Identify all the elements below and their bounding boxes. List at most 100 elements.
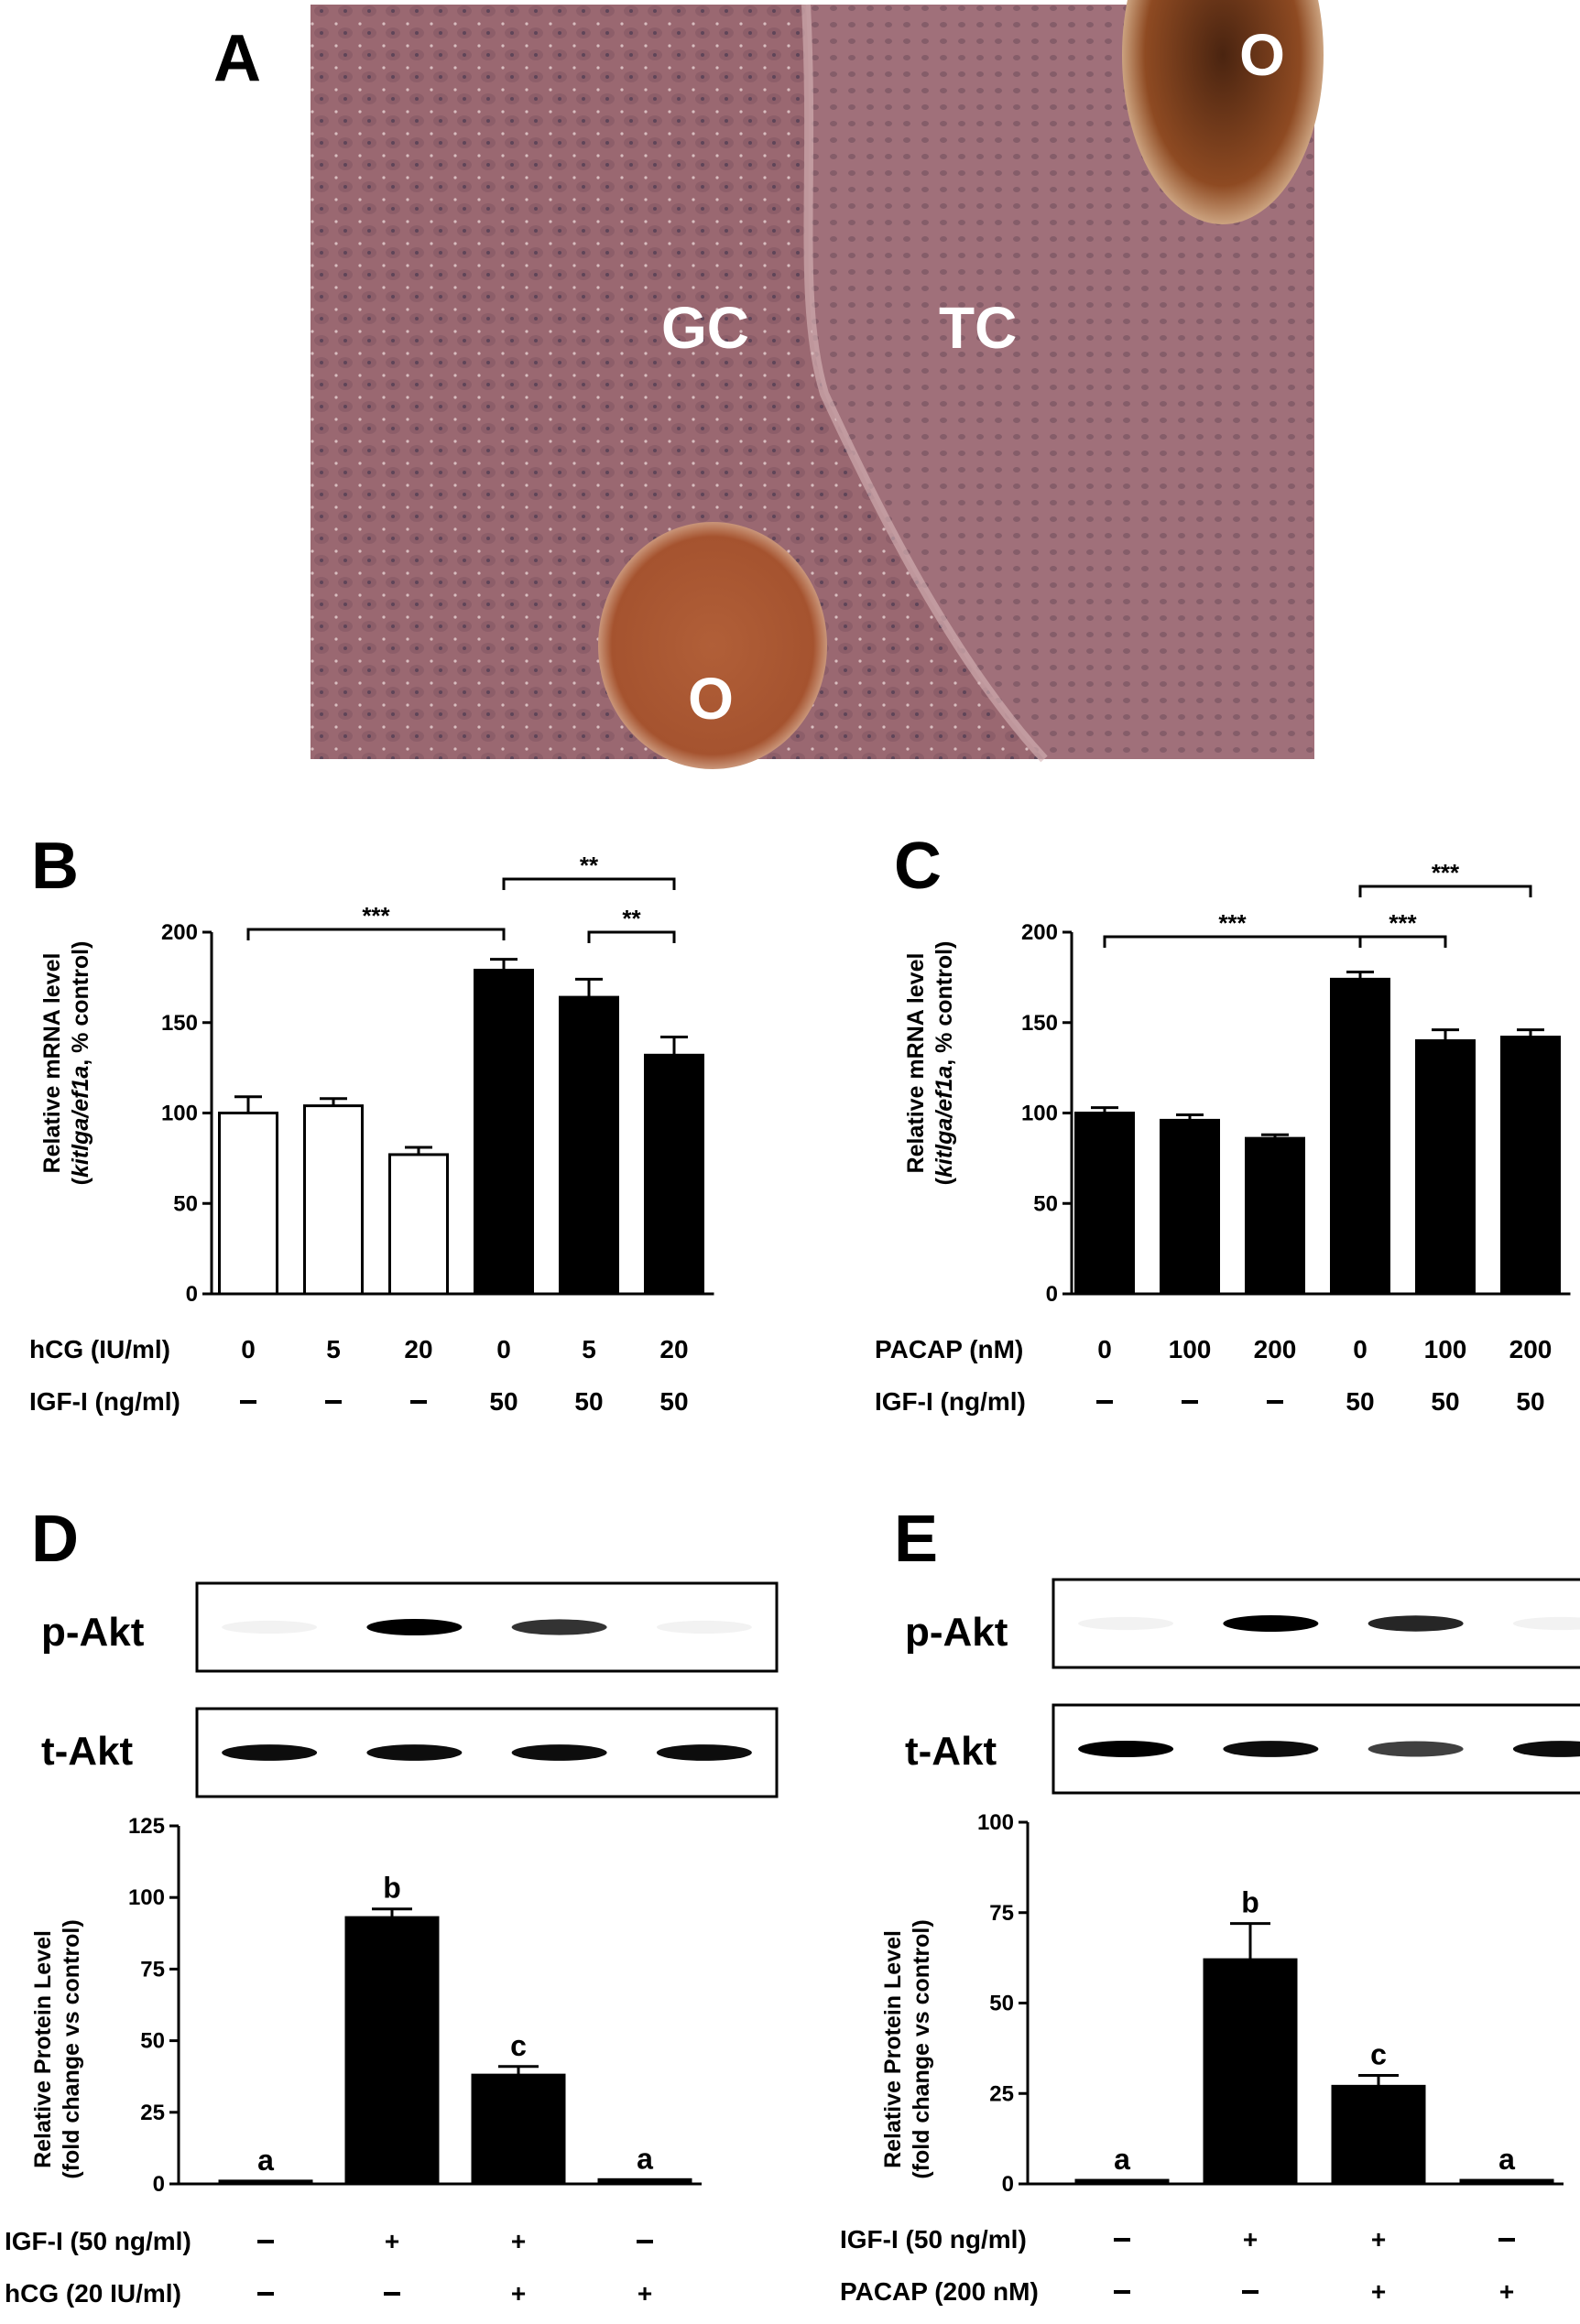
- micrograph-boundary: [801, 4, 1048, 763]
- significance-bracket: [587, 930, 676, 943]
- bar: [1330, 977, 1390, 1296]
- blot-e-label-takt: t-Akt: [905, 1729, 997, 1774]
- blot-d-label-takt: t-Akt: [41, 1729, 134, 1774]
- y-tick-label: 100: [1021, 1102, 1058, 1126]
- bar: [597, 2177, 692, 2186]
- condition-value: +: [385, 2227, 399, 2255]
- condition-value: +: [511, 2279, 526, 2308]
- condition-minus: [410, 1400, 427, 1404]
- significance-bracket: [502, 877, 676, 890]
- chart-d: Relative Protein Level (fold change vs c…: [5, 1814, 702, 2308]
- pakt-band: [1368, 1615, 1464, 1632]
- condition-value: +: [1371, 2277, 1386, 2306]
- takt-band: [656, 1744, 752, 1761]
- takt-band: [1078, 1741, 1174, 1757]
- condition-value: 0: [1097, 1335, 1112, 1363]
- significance-letter: a: [257, 2144, 274, 2177]
- chart-d-ylabel-line2: (fold change vs control): [59, 1919, 84, 2178]
- y-tick-label: 200: [1021, 920, 1058, 945]
- condition-minus: [1114, 2290, 1130, 2294]
- bar: [1331, 2084, 1426, 2186]
- condition-value: 50: [659, 1387, 688, 1416]
- chart-e: Relative Protein Level (fold change vs c…: [840, 1810, 1564, 2306]
- chart-b-ylabel-line1: Relative mRNA level: [39, 953, 65, 1174]
- chart-b-ylabel-line2: (kitlga/ef1a, % control): [68, 941, 93, 1186]
- condition-minus: [257, 2292, 274, 2296]
- condition-row-label: hCG (IU/ml): [29, 1335, 170, 1363]
- y-tick-label: 0: [1046, 1282, 1058, 1307]
- pakt-band: [1078, 1616, 1174, 1631]
- condition-minus: [1242, 2290, 1259, 2294]
- y-tick-label: 50: [140, 2029, 165, 2054]
- y-tick-label: 25: [989, 2081, 1014, 2106]
- panel-letter-d: D: [31, 1503, 79, 1576]
- significance-stars: **: [580, 852, 599, 879]
- takt-band: [511, 1744, 607, 1761]
- condition-minus: [1114, 2238, 1130, 2242]
- chart-c-ylabel-line1: Relative mRNA level: [903, 953, 929, 1174]
- condition-row-label: IGF-I (ng/ml): [875, 1387, 1026, 1416]
- y-tick-label: 50: [173, 1191, 198, 1216]
- y-tick-label: 100: [128, 1885, 165, 1910]
- condition-minus: [1498, 2238, 1515, 2242]
- condition-row-label: PACAP (nM): [875, 1335, 1023, 1363]
- chart-d-ylabel-line1: Relative Protein Level: [30, 1930, 56, 2168]
- bar: [218, 1112, 278, 1296]
- takt-band: [1223, 1741, 1319, 1757]
- takt-band: [222, 1744, 318, 1761]
- condition-value: 50: [574, 1387, 603, 1416]
- bar: [1459, 2178, 1554, 2186]
- chart-c-ylabel-line2: (kitlga/ef1a, % control): [932, 941, 957, 1186]
- y-tick-label: 100: [977, 1810, 1014, 1835]
- bar: [559, 995, 619, 1296]
- condition-minus: [384, 2292, 400, 2296]
- condition-minus: [240, 1400, 256, 1404]
- y-tick-label: 150: [1021, 1011, 1058, 1036]
- condition-row-label: IGF-I (ng/ml): [29, 1387, 180, 1416]
- condition-value: 20: [659, 1335, 688, 1363]
- significance-letter: a: [1114, 2143, 1130, 2176]
- significance-stars: ***: [362, 902, 390, 929]
- chart-e-ylabel-line1: Relative Protein Level: [880, 1930, 906, 2168]
- blot-e-pakt-frame: [1052, 1578, 1580, 1669]
- panel-letter-a: A: [213, 22, 261, 95]
- micrograph-label-tc: TC: [939, 295, 1017, 361]
- takt-band: [1512, 1741, 1580, 1757]
- condition-value: 50: [1346, 1387, 1374, 1416]
- condition-value: 0: [1353, 1335, 1368, 1363]
- significance-stars: **: [622, 905, 641, 932]
- significance-bracket: [1358, 885, 1532, 897]
- blot-d-pakt-frame: [195, 1581, 779, 1673]
- significance-letter: a: [637, 2142, 653, 2175]
- y-tick-label: 75: [140, 1957, 165, 1982]
- condition-minus: [325, 1400, 342, 1404]
- chart-e-ylabel-line2: (fold change vs control): [909, 1919, 934, 2178]
- micrograph-label-o-top: O: [1239, 22, 1285, 88]
- condition-minus: [1096, 1400, 1113, 1404]
- condition-value: 100: [1169, 1335, 1212, 1363]
- significance-stars: ***: [1218, 909, 1247, 937]
- takt-band: [1368, 1741, 1464, 1757]
- chart-b: Relative mRNA level (kitlga/ef1a, % cont…: [29, 852, 714, 1416]
- y-tick-label: 50: [989, 1992, 1014, 2016]
- western-blot-e: p-Akt t-Akt: [905, 1578, 1580, 1795]
- panel-letter-e: E: [894, 1503, 938, 1576]
- condition-value: 50: [1431, 1387, 1459, 1416]
- condition-minus: [257, 2240, 274, 2243]
- condition-minus: [1182, 1400, 1198, 1404]
- bar: [1203, 1958, 1298, 2186]
- western-blot-d: p-Akt t-Akt: [41, 1581, 779, 1798]
- bar: [1074, 1112, 1135, 1296]
- y-tick-label: 0: [1002, 2172, 1014, 2197]
- bar: [218, 2179, 313, 2186]
- pakt-band: [656, 1620, 752, 1634]
- y-tick-label: 0: [186, 1282, 198, 1307]
- significance-letter: a: [1498, 2143, 1515, 2176]
- condition-row-label: IGF-I (50 ng/ml): [5, 2227, 191, 2255]
- blot-e-label-pakt: p-Akt: [905, 1610, 1008, 1655]
- condition-minus: [1267, 1400, 1283, 1404]
- y-tick-label: 0: [153, 2172, 165, 2197]
- condition-value: 200: [1509, 1335, 1553, 1363]
- chart-c: Relative mRNA level (kitlga/ef1a, % cont…: [875, 859, 1571, 1416]
